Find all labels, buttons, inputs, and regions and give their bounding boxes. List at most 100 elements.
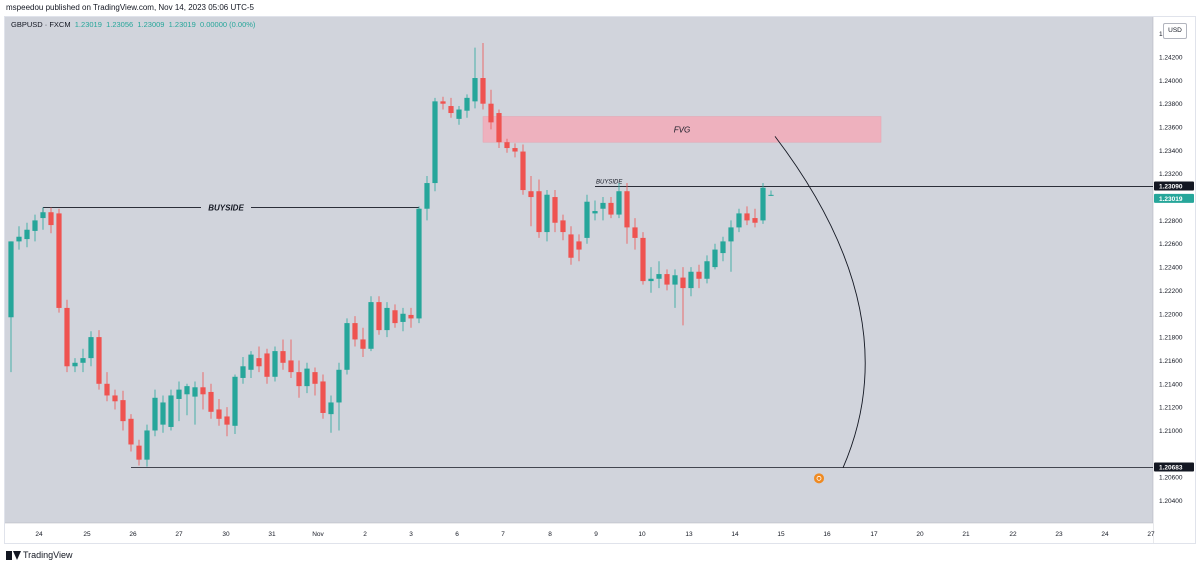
x-tick-label: 24 [1101, 531, 1109, 538]
candle-body [224, 416, 230, 425]
candle-body [560, 220, 566, 233]
y-tick-label: 1.23800 [1159, 101, 1183, 108]
candle-body [376, 302, 382, 331]
candle-body [8, 241, 14, 318]
symbol-name: GBPUSD · FXCM [11, 20, 71, 29]
y-tick-label: 1.24000 [1159, 78, 1183, 85]
candle-body [736, 213, 742, 228]
x-tick-label: 8 [548, 531, 552, 538]
candle-body [520, 151, 526, 191]
legend-change: 0.00000 (0.00%) [199, 20, 256, 29]
x-tick-label: 7 [501, 531, 505, 538]
price-label-box [1154, 181, 1194, 191]
time-axis-background [5, 523, 1153, 543]
candle-body [48, 212, 54, 226]
candle-body [152, 397, 158, 431]
x-tick-label: 25 [83, 531, 91, 538]
candle-body [640, 237, 646, 282]
candle-body [656, 274, 662, 279]
candle-body [432, 101, 438, 184]
x-tick-label: 21 [962, 531, 970, 538]
candle-body [240, 366, 246, 378]
y-tick-label: 1.20600 [1159, 475, 1183, 482]
x-tick-label: 14 [731, 531, 739, 538]
candle-body [280, 351, 286, 363]
candle-body [456, 109, 462, 119]
buyside-right-label: BUYSIDE [596, 180, 623, 186]
candle-body [216, 409, 222, 419]
y-tick-label: 1.23200 [1159, 171, 1183, 178]
x-tick-label: 6 [455, 531, 459, 538]
candle-body [184, 386, 190, 395]
candlestick-chart[interactable]: FVG BUYSIDE BUYSIDE 1.20400 1.20600 1.21000 1.… [5, 17, 1195, 543]
candle-body [712, 249, 718, 268]
candle-body [592, 211, 598, 214]
candle-body [16, 236, 22, 242]
candle-body [320, 381, 326, 413]
candle-body [272, 351, 278, 377]
candle-body [576, 241, 582, 250]
y-tick-label: 1.20400 [1159, 498, 1183, 505]
candle-body [424, 183, 430, 209]
candle-body [688, 271, 694, 289]
candle-body [608, 202, 614, 215]
candle-body [32, 220, 38, 231]
x-tick-label: 24 [35, 531, 43, 538]
candle-body [160, 402, 166, 425]
x-tick-label: 23 [1055, 531, 1063, 538]
candle-body [296, 372, 302, 387]
x-tick-label: 2 [363, 531, 367, 538]
chart-area[interactable]: FVG BUYSIDE BUYSIDE 1.20400 1.20600 1.21000 1.… [4, 16, 1196, 544]
candle-body [344, 323, 350, 370]
price-label-text: 1.20683 [1159, 464, 1183, 471]
candle-body [648, 278, 654, 282]
candle-body [504, 142, 510, 149]
y-tick-label: 1.21000 [1159, 428, 1183, 435]
candle-body [176, 389, 182, 399]
candle-body [208, 391, 214, 412]
candle-body [136, 445, 142, 460]
candle-body [80, 358, 86, 363]
candle-body [144, 430, 150, 460]
y-tick-label: 1.22800 [1159, 218, 1183, 225]
publish-header: mspeedou published on TradingView.com, N… [0, 0, 1200, 16]
target-marker-inner [816, 475, 822, 481]
x-tick-label: 20 [916, 531, 924, 538]
candle-body [40, 212, 46, 219]
candle-body [488, 103, 494, 123]
candle-body [584, 201, 590, 238]
x-tick-label: 15 [777, 531, 785, 538]
candle-body [312, 372, 318, 384]
candle-body [408, 314, 414, 319]
candle-body [464, 97, 470, 111]
candle-body [616, 191, 622, 215]
candle-body [544, 194, 550, 233]
x-tick-label: 22 [1009, 531, 1017, 538]
y-tick-label: 1.21200 [1159, 405, 1183, 412]
candle-body [200, 387, 206, 395]
symbol-legend: GBPUSD · FXCM 1.23019 1.23056 1.23009 1.… [11, 20, 255, 29]
candle-body [480, 78, 486, 104]
candle-body [392, 310, 398, 324]
candle-body [536, 191, 542, 233]
currency-button[interactable]: USD [1163, 23, 1187, 39]
candle-body [328, 402, 334, 415]
candle-body [496, 113, 502, 143]
y-tick-label: 1.22200 [1159, 288, 1183, 295]
candle-body [288, 360, 294, 373]
y-tick-label: 1.21400 [1159, 381, 1183, 388]
y-tick-label: 1.21800 [1159, 335, 1183, 342]
target-marker-icon [814, 473, 824, 484]
x-tick-label: Nov [312, 531, 324, 538]
candle-body [72, 362, 78, 367]
candle-body [232, 376, 238, 426]
y-tick-label: 1.22600 [1159, 241, 1183, 248]
candle-body [632, 227, 638, 238]
candle-body [96, 337, 102, 384]
candle-body [104, 383, 110, 396]
price-label-text: 1.23019 [1159, 196, 1183, 203]
candle-body [400, 313, 406, 322]
candle-body [128, 418, 134, 445]
candle-body [768, 194, 774, 196]
x-tick-label: 16 [823, 531, 831, 538]
